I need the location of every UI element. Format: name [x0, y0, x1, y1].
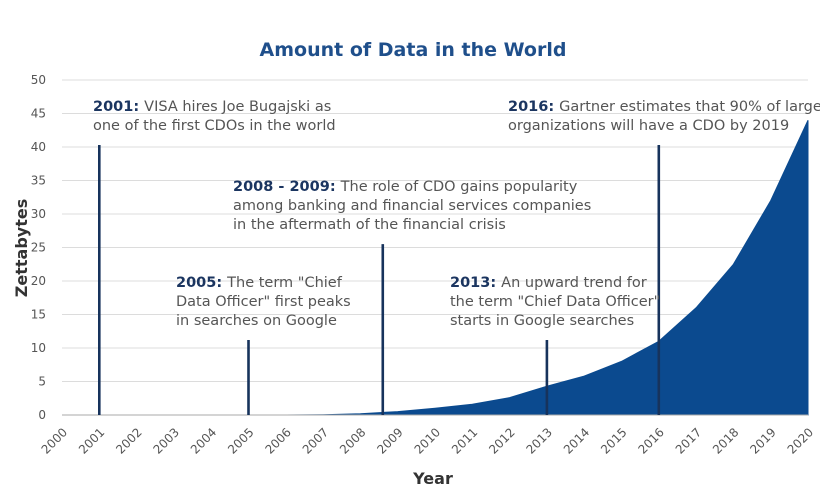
- annotation-line: Data Officer" first peaks: [176, 294, 351, 310]
- y-tick-label: 30: [31, 207, 46, 221]
- annotation-line: The term "Chief: [226, 275, 343, 291]
- annotation-line: in searches on Google: [176, 313, 337, 329]
- chart-title: Amount of Data in the World: [260, 39, 567, 61]
- y-tick-label: 15: [31, 308, 46, 322]
- annotation-text: 2013: An upward trend for the term "Chief …: [450, 275, 660, 329]
- annotation-line: starts in Google searches: [450, 313, 634, 329]
- annotation-text: 2008 - 2009: The role of CDO gains popula…: [233, 179, 591, 233]
- annotation-text: 2001: VISA hires Joe Bugajski as one of th…: [93, 99, 336, 134]
- x-tick-label: 2012: [486, 425, 517, 456]
- annotation-line: Gartner estimates that 90% of large: [559, 99, 820, 115]
- x-tick-label: 2009: [374, 425, 405, 456]
- area-fill: [62, 119, 809, 416]
- annotation-year: 2005:: [176, 275, 222, 291]
- y-tick-label: 35: [31, 174, 46, 188]
- annotation-markers: [98, 144, 661, 415]
- x-tick-label: 2000: [39, 425, 70, 456]
- x-tick-label: 2004: [188, 425, 219, 456]
- annotation-text: 2005: The term "Chief Data Officer" first …: [176, 275, 351, 329]
- x-tick-label: 2006: [262, 425, 293, 456]
- x-tick-label: 2003: [151, 425, 182, 456]
- annotation-line: among banking and financial services com…: [233, 198, 591, 214]
- x-tick-label: 2019: [747, 425, 778, 456]
- x-tick-label: 2017: [673, 425, 704, 456]
- annotation-line: The role of CDO gains popularity: [340, 179, 578, 195]
- y-tick-label: 40: [31, 140, 46, 154]
- annotation-line: the term "Chief Data Officer": [450, 294, 660, 310]
- x-tick-label: 2013: [524, 425, 555, 456]
- y-tick-label: 10: [31, 341, 46, 355]
- annotation-text: 2016: Gartner estimates that 90% of large…: [508, 99, 820, 134]
- x-axis-title: Year: [412, 469, 453, 488]
- x-tick-label: 2016: [635, 425, 666, 456]
- x-tick-label: 2002: [113, 425, 144, 456]
- annotation-line: one of the first CDOs in the world: [93, 118, 336, 134]
- y-tick-label: 25: [31, 241, 46, 255]
- y-tick-label: 5: [38, 375, 46, 389]
- x-tick-label: 2020: [785, 425, 816, 456]
- x-tick-label: 2015: [598, 425, 629, 456]
- x-tick-label: 2018: [710, 425, 741, 456]
- x-tick-label: 2010: [412, 425, 443, 456]
- y-tick-label: 50: [31, 73, 46, 87]
- x-tick-label: 2008: [337, 425, 368, 456]
- x-tick-label: 2014: [561, 425, 592, 456]
- x-tick-label: 2007: [300, 425, 331, 456]
- area-series: [62, 119, 809, 416]
- annotation-line: VISA hires Joe Bugajski as: [144, 99, 331, 115]
- x-tick-label: 2005: [225, 425, 256, 456]
- x-tick-label: 2001: [76, 425, 107, 456]
- y-tick-label: 20: [31, 274, 46, 288]
- y-tick-label: 0: [38, 408, 46, 422]
- annotation-line: organizations will have a CDO by 2019: [508, 118, 789, 134]
- annotation-line: An upward trend for: [501, 275, 647, 291]
- x-tick-label: 2011: [449, 425, 480, 456]
- gridlines: [62, 79, 808, 382]
- annotations: 2001: VISA hires Joe Bugajski as one of th…: [93, 99, 820, 329]
- y-tick-label: 45: [31, 107, 46, 121]
- annotation-year: 2013:: [450, 275, 496, 291]
- annotation-year: 2008 - 2009:: [233, 179, 336, 195]
- annotation-line: in the aftermath of the financial crisis: [233, 217, 506, 233]
- y-axis-title: Zettabytes: [12, 199, 31, 297]
- annotation-year: 2016:: [508, 99, 554, 115]
- annotation-year: 2001:: [93, 99, 139, 115]
